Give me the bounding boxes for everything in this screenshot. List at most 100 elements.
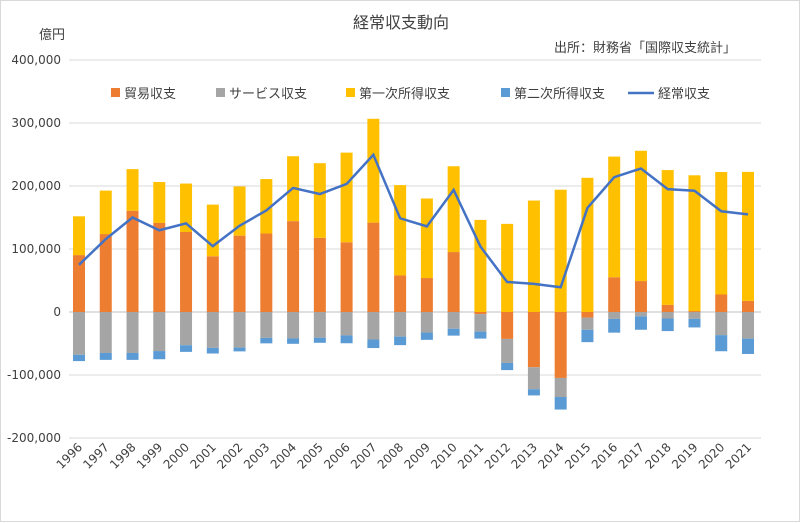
bar-segment bbox=[314, 338, 326, 343]
source-note: 出所：財務省「国際収支統計」 bbox=[554, 40, 736, 56]
bar-segment bbox=[608, 277, 620, 312]
x-tick-label: 1999 bbox=[134, 440, 165, 471]
bar-segment bbox=[581, 312, 593, 318]
bar-segment bbox=[207, 348, 219, 354]
bar-segment bbox=[448, 312, 460, 329]
bar-segment bbox=[341, 312, 353, 335]
legend-item: 経常収支 bbox=[628, 87, 710, 102]
bar-segment bbox=[662, 318, 674, 331]
bar-segment bbox=[501, 363, 513, 370]
x-tick-label: 2016 bbox=[589, 440, 620, 471]
bar-segment bbox=[662, 312, 674, 318]
bar-segment bbox=[448, 166, 460, 252]
bar-segment bbox=[421, 278, 433, 312]
bar-segment bbox=[501, 339, 513, 363]
x-tick-label: 2000 bbox=[161, 440, 192, 471]
bar-segment bbox=[394, 275, 406, 312]
x-tick-label: 2003 bbox=[241, 440, 272, 471]
bar-segment bbox=[367, 223, 379, 312]
bar-segment bbox=[127, 353, 139, 360]
bar-segment bbox=[341, 153, 353, 243]
legend-item: 第二次所得収支 bbox=[501, 86, 605, 102]
bar-segment bbox=[688, 311, 700, 312]
x-tick-label: 2014 bbox=[535, 440, 566, 471]
legend-item: サービス収支 bbox=[216, 87, 307, 102]
bar-segment bbox=[715, 294, 727, 312]
x-tick-label: 2010 bbox=[428, 440, 459, 471]
bar-segment bbox=[73, 355, 85, 361]
legend-label: 第一次所得収支 bbox=[359, 86, 450, 102]
bar-segment bbox=[100, 312, 112, 353]
bar-segment bbox=[341, 335, 353, 343]
bar-segment bbox=[581, 178, 593, 312]
bar-segment bbox=[394, 312, 406, 337]
bar-segment bbox=[153, 223, 165, 312]
bar-segment bbox=[474, 314, 486, 332]
bar-segment bbox=[127, 312, 139, 353]
bar-segment bbox=[715, 172, 727, 294]
x-tick-label: 2021 bbox=[723, 440, 754, 471]
bar-segment bbox=[421, 312, 433, 333]
bar-segment bbox=[314, 163, 326, 238]
x-tick-label: 2015 bbox=[562, 440, 593, 471]
y-tick-label: -100,000 bbox=[7, 368, 61, 382]
bar-segment bbox=[608, 319, 620, 333]
bar-segment bbox=[474, 312, 486, 314]
x-tick-label: 2006 bbox=[321, 440, 352, 471]
bar-segment bbox=[234, 236, 246, 312]
x-tick-label: 2009 bbox=[402, 440, 433, 471]
legend-swatch bbox=[501, 88, 510, 97]
bar-segment bbox=[742, 301, 754, 312]
bar-segment bbox=[581, 330, 593, 342]
bar-segment bbox=[260, 233, 272, 312]
x-tick-label: 2013 bbox=[509, 440, 540, 471]
bar-segment bbox=[688, 175, 700, 311]
bar-segment bbox=[474, 220, 486, 312]
x-tick-label: 2007 bbox=[348, 440, 379, 471]
bar-segment bbox=[100, 191, 112, 234]
bar-segment bbox=[314, 238, 326, 312]
bar-segment bbox=[153, 312, 165, 351]
bar-segment bbox=[73, 312, 85, 355]
bar-segment bbox=[555, 397, 567, 410]
bar-segment bbox=[314, 312, 326, 338]
legend-label: 経常収支 bbox=[658, 87, 710, 102]
bar-segment bbox=[421, 198, 433, 278]
bar-segment bbox=[528, 312, 540, 367]
x-tick-label: 2012 bbox=[482, 440, 513, 471]
y-tick-label: 200,000 bbox=[11, 179, 61, 193]
bar-segment bbox=[207, 312, 219, 348]
x-tick-label: 2005 bbox=[294, 440, 325, 471]
x-tick-label: 2002 bbox=[214, 440, 245, 471]
x-tick-label: 2018 bbox=[642, 440, 673, 471]
x-tick-label: 1998 bbox=[107, 440, 138, 471]
bar-segment bbox=[73, 216, 85, 255]
legend-swatch bbox=[346, 88, 355, 97]
x-tick-label: 2019 bbox=[669, 440, 700, 471]
bar-segment bbox=[127, 169, 139, 211]
bar-segment bbox=[287, 312, 299, 338]
bar-segment bbox=[608, 312, 620, 319]
legend-item: 貿易収支 bbox=[111, 87, 176, 102]
bar-segment bbox=[742, 172, 754, 301]
legend-label: 貿易収支 bbox=[124, 87, 176, 102]
legend-swatch bbox=[111, 88, 120, 97]
x-tick-label: 2004 bbox=[268, 440, 299, 471]
legend-label: 第二次所得収支 bbox=[514, 86, 605, 102]
bar-segment bbox=[421, 333, 433, 340]
bar-segment bbox=[715, 312, 727, 335]
bar-segment bbox=[742, 339, 754, 354]
bar-segment bbox=[528, 367, 540, 389]
bar-segment bbox=[688, 312, 700, 319]
bar-segment bbox=[367, 339, 379, 348]
bar-segment bbox=[100, 353, 112, 360]
bar-segment bbox=[635, 312, 647, 316]
legend-item: 第一次所得収支 bbox=[346, 86, 450, 102]
y-tick-label: -200,000 bbox=[7, 431, 61, 445]
bar-segment bbox=[287, 338, 299, 343]
bar-segment bbox=[528, 389, 540, 395]
bar-segment bbox=[207, 256, 219, 312]
y-tick-label: 100,000 bbox=[11, 242, 61, 256]
